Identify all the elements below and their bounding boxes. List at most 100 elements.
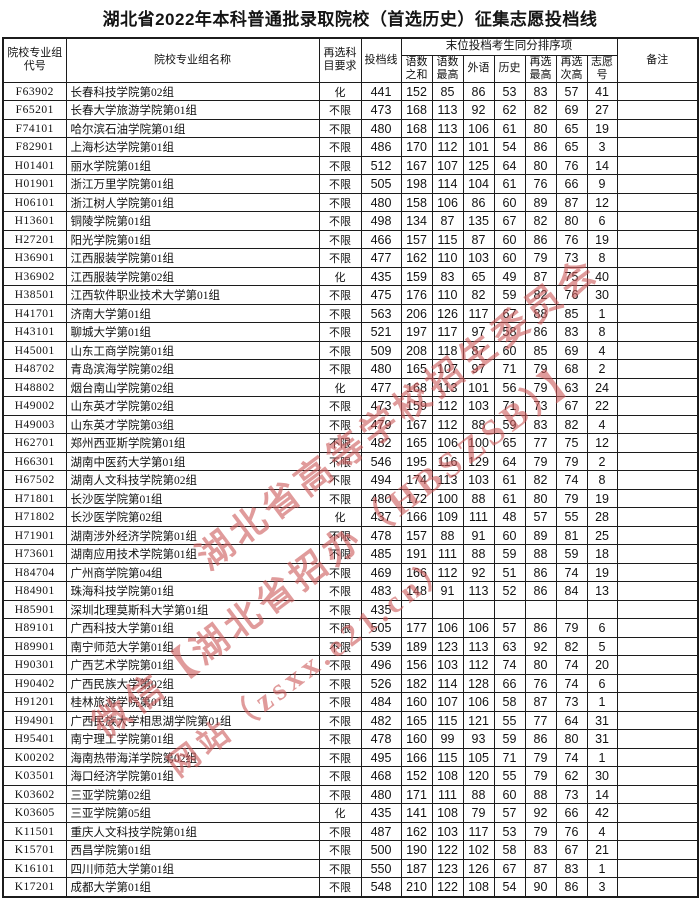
cell-foreign-language: 92 — [462, 562, 495, 583]
cell-history: 65 — [493, 433, 526, 453]
cell-reselect-max: 80 — [524, 488, 557, 509]
cell-max-cn-math: 112 — [431, 414, 464, 435]
cell-reselect-second: 62 — [555, 766, 588, 786]
cell-max-cn-math: 100 — [431, 488, 464, 509]
cell-history: 67 — [493, 211, 526, 231]
cell-remark — [616, 618, 699, 638]
cell-foreign-language: 79 — [462, 803, 495, 823]
cell-sum-cn-math: 134 — [400, 211, 433, 231]
cell-remark — [616, 377, 699, 398]
cell-foreign-language: 105 — [462, 747, 495, 768]
cell-code: H36902 — [2, 266, 67, 287]
cell-max-cn-math: 122 — [431, 840, 464, 860]
cell-sum-cn-math: 160 — [400, 729, 433, 749]
cell-admission-line: 526 — [360, 673, 402, 694]
cell-reselect-max: 87 — [524, 858, 557, 879]
cell-sum-cn-math: 157 — [400, 525, 433, 546]
cell-remark — [616, 747, 699, 768]
cell-reselect-max: 77 — [524, 433, 557, 453]
cell-history: 59 — [493, 414, 526, 435]
cell-subject: 化 — [318, 803, 362, 823]
cell-code: K11501 — [2, 821, 67, 842]
table-row: H84901 珠海科技学院第01组 不限 483 148 91 113 52 86 84 13 — [2, 581, 699, 601]
cell-code: H13601 — [2, 211, 67, 231]
cell-reselect-second: 87 — [555, 192, 588, 213]
cell-sum-cn-math: 187 — [400, 858, 433, 879]
cell-name: 江西软件职业技术大学第01组 — [65, 285, 320, 305]
cell-reselect-max: 80 — [524, 655, 557, 675]
cell-sum-cn-math: 176 — [400, 285, 433, 305]
cell-name: 南宁理工学院第01组 — [65, 729, 320, 749]
cell-preference-number — [586, 599, 618, 620]
cell-preference-number: 13 — [586, 581, 618, 601]
cell-max-cn-math: 115 — [431, 747, 464, 768]
cell-code: H01401 — [2, 155, 67, 176]
cell-code: H43101 — [2, 322, 67, 342]
cell-sum-cn-math: 168 — [400, 377, 433, 398]
cell-max-cn-math: 114 — [431, 673, 464, 694]
table-row: H71901 湖南涉外经济学院第01组 不限 478 157 88 91 60 89 81 25 — [2, 525, 699, 546]
cell-foreign-language: 101 — [462, 377, 495, 398]
cell-name: 广西艺术学院第01组 — [65, 655, 320, 675]
cell-admission-line: 475 — [360, 285, 402, 305]
cell-history: 52 — [493, 581, 526, 601]
cell-name: 广西民族大学相思湖学院第01组 — [65, 710, 320, 731]
cell-sum-cn-math — [400, 599, 433, 620]
cell-history: 74 — [493, 655, 526, 675]
cell-name: 哈尔滨石油学院第01组 — [65, 118, 320, 139]
cell-name: 湖南人文科技学院第02组 — [65, 470, 320, 490]
cell-foreign-language: 117 — [462, 303, 495, 324]
cell-reselect-max: 77 — [524, 710, 557, 731]
cell-foreign-language: 86 — [462, 81, 495, 102]
cell-code: K17201 — [2, 877, 67, 898]
cell-name: 山东英才学院第02组 — [65, 396, 320, 416]
cell-code: H49002 — [2, 396, 67, 416]
table-row: H62701 郑州西亚斯学院第01组 不限 482 165 106 100 65 77 75 12 — [2, 433, 699, 453]
cell-admission-line: 539 — [360, 636, 402, 657]
table-body: F63902 长春科技学院第02组化 441 152 85 86 53 83 57 41 F6520… — [2, 81, 699, 898]
cell-name: 浙江万里学院第01组 — [65, 174, 320, 194]
cell-subject: 不限 — [318, 451, 362, 472]
cell-code: K03501 — [2, 766, 67, 786]
cell-subject: 不限 — [318, 118, 362, 139]
cell-max-cn-math: 116 — [431, 451, 464, 472]
cell-name: 长春大学旅游学院第01组 — [65, 100, 320, 120]
cell-reselect-second: 86 — [555, 877, 588, 898]
cell-subject: 不限 — [318, 618, 362, 638]
cell-remark — [616, 507, 699, 527]
cell-max-cn-math: 115 — [431, 710, 464, 731]
cell-reselect-second: 79 — [555, 618, 588, 638]
cell-subject: 不限 — [318, 821, 362, 842]
cell-history: 60 — [493, 525, 526, 546]
cell-remark — [616, 359, 699, 379]
cell-max-cn-math: 114 — [431, 174, 464, 194]
cell-code: H66301 — [2, 451, 67, 472]
cell-reselect-max: 88 — [524, 544, 557, 564]
table-row: H38501 江西软件职业技术大学第01组 不限 475 176 110 82 59 82 76 3… — [2, 285, 699, 305]
cell-code: F65201 — [2, 100, 67, 120]
table-row: H90402 广西民族大学第02组 不限 526 182 114 128 66 76 74 6 — [2, 673, 699, 694]
cell-subject: 不限 — [318, 747, 362, 768]
cell-reselect-second: 65 — [555, 137, 588, 157]
table-row: H95401 南宁理工学院第01组 不限 478 160 99 93 59 86 80 31 — [2, 729, 699, 749]
cell-reselect-second — [555, 599, 588, 620]
cell-sum-cn-math: 182 — [400, 673, 433, 694]
cell-sum-cn-math: 174 — [400, 470, 433, 490]
cell-max-cn-math: 123 — [431, 636, 464, 657]
cell-reselect-max: 88 — [524, 303, 557, 324]
cell-remark — [616, 174, 699, 194]
cell-remark — [616, 433, 699, 453]
table-row: H06101 浙江树人学院第01组 不限 480 158 106 86 60 89 87 12 — [2, 192, 699, 213]
cell-preference-number: 2 — [586, 359, 618, 379]
table-row: H90301 广西艺术学院第01组 不限 496 156 103 112 74 80 74 20 — [2, 655, 699, 675]
table-row: F65201 长春大学旅游学院第01组 不限 473 168 113 92 62 82 69 27 — [2, 100, 699, 120]
cell-max-cn-math: 88 — [431, 525, 464, 546]
cell-name: 浙江树人学院第01组 — [65, 192, 320, 213]
table-row: H27201 阳光学院第01组 不限 466 157 115 87 60 86 76 19 — [2, 229, 699, 250]
cell-history: 67 — [493, 858, 526, 879]
cell-preference-number: 40 — [586, 266, 618, 287]
cell-remark — [616, 470, 699, 490]
cell-reselect-max: 79 — [524, 248, 557, 268]
cell-sum-cn-math: 195 — [400, 451, 433, 472]
cell-preference-number: 41 — [586, 81, 618, 102]
